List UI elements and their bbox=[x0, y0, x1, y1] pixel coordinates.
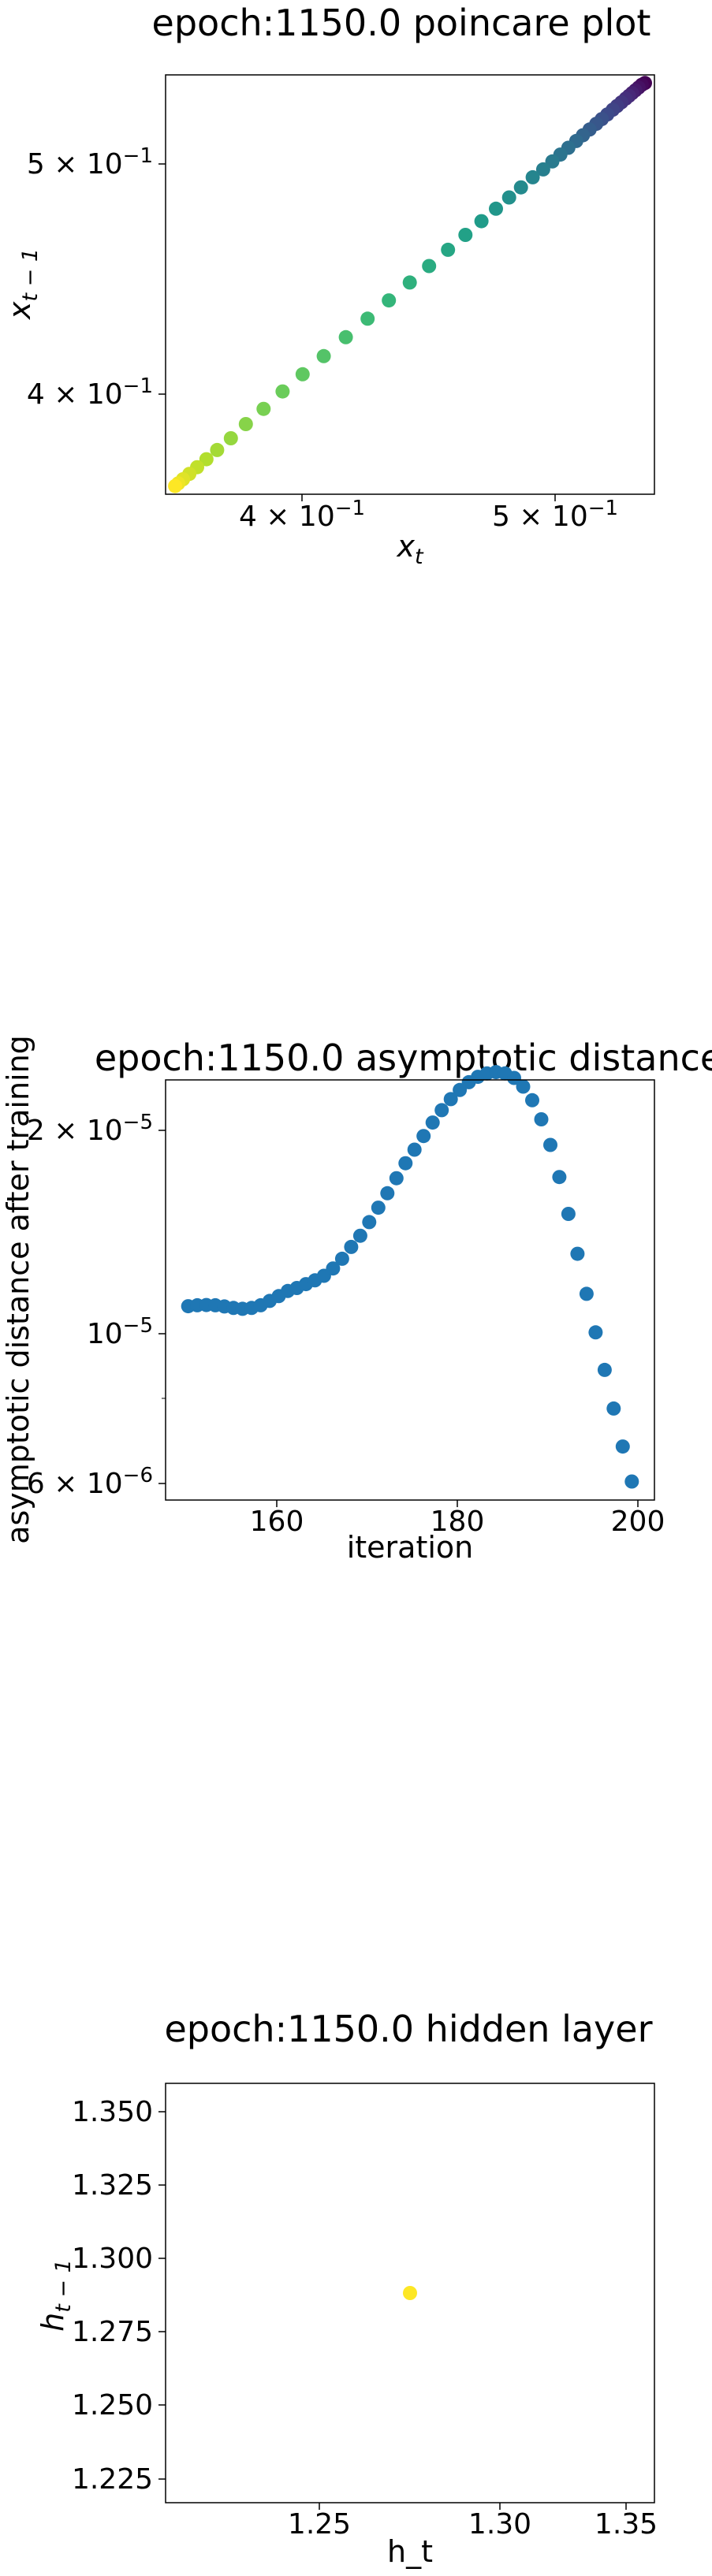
asymptotic-point bbox=[606, 1401, 621, 1416]
asymptotic-point bbox=[344, 1239, 359, 1254]
poincare-point bbox=[275, 384, 290, 399]
hidden-ytick-label: 1.275 bbox=[72, 2316, 153, 2348]
asymptotic-point bbox=[434, 1103, 449, 1118]
hidden-ytick-label: 1.350 bbox=[72, 2096, 153, 2128]
poincare-point bbox=[199, 452, 214, 467]
hidden-xtick-label: 1.35 bbox=[595, 2508, 658, 2541]
hidden-title: epoch:1150.0 hidden layer bbox=[165, 2008, 653, 2050]
asymptotic-plot-frame bbox=[165, 1079, 655, 1501]
poincare-xtick-label: 5 × 10−1 bbox=[492, 497, 618, 533]
hidden-points bbox=[403, 2286, 417, 2300]
asymptotic-point bbox=[525, 1093, 539, 1107]
poincare-ytick-label: 5 × 10−1 bbox=[27, 144, 153, 181]
asymptotic-point bbox=[398, 1156, 413, 1171]
asymptotic-point bbox=[552, 1170, 567, 1185]
asymptotic-point bbox=[389, 1171, 404, 1186]
poincare-chart: epoch:1150.0 poincare plot 4 × 10−1 5 × … bbox=[2, 2, 655, 569]
poincare-xtick-label: 4 × 10−1 bbox=[239, 497, 365, 533]
asymptotic-point bbox=[561, 1207, 576, 1221]
poincare-ylabel: xt − 1 bbox=[2, 248, 43, 320]
asymptotic-point bbox=[443, 1092, 458, 1107]
poincare-point bbox=[474, 214, 489, 229]
hidden-xtick-label: 1.25 bbox=[288, 2508, 351, 2541]
asymptotic-point bbox=[570, 1246, 585, 1261]
asymptotic-point bbox=[334, 1251, 349, 1266]
asymptotic-point bbox=[534, 1112, 549, 1126]
poincare-point bbox=[525, 169, 540, 184]
asymptotic-point bbox=[362, 1215, 377, 1230]
poincare-point bbox=[223, 431, 238, 445]
poincare-ytick-label: 4 × 10−1 bbox=[27, 374, 153, 411]
poincare-points bbox=[168, 76, 652, 493]
poincare-point bbox=[402, 275, 417, 290]
asym-xtick-label: 160 bbox=[250, 1506, 304, 1538]
poincare-plot-frame bbox=[165, 74, 655, 495]
poincare-title: epoch:1150.0 poincare plot bbox=[152, 2, 651, 44]
asymptotic-title: epoch:1150.0 asymptotic distance bbox=[95, 1037, 712, 1079]
hidden-xtick-label: 1.30 bbox=[468, 2508, 531, 2541]
poincare-point bbox=[535, 162, 550, 177]
poincare-point bbox=[501, 190, 516, 205]
hidden-ytick-label: 1.250 bbox=[72, 2389, 153, 2422]
asymptotic-points bbox=[181, 1065, 639, 1489]
hidden-ytick-label: 1.300 bbox=[72, 2243, 153, 2275]
hidden-ylabel: ht − 1 bbox=[35, 2259, 76, 2332]
asymptotic-point bbox=[371, 1201, 386, 1215]
asymptotic-ylabel: asymptotic distance after training bbox=[1, 1035, 35, 1544]
poincare-point bbox=[422, 259, 437, 274]
asym-ytick-label: 6 × 10−6 bbox=[27, 1464, 153, 1500]
asymptotic-point bbox=[416, 1129, 431, 1144]
poincare-point bbox=[489, 201, 503, 216]
poincare-point bbox=[210, 442, 225, 457]
poincare-point bbox=[382, 293, 397, 308]
asymptotic-point bbox=[425, 1115, 440, 1130]
asymptotic-point bbox=[588, 1325, 603, 1340]
asym-ytick-label: 10−5 bbox=[87, 1314, 153, 1350]
asym-ytick-label: 2 × 10−5 bbox=[27, 1111, 153, 1147]
hidden-ytick-label: 1.225 bbox=[72, 2463, 153, 2496]
asymptotic-point bbox=[352, 1228, 367, 1243]
asymptotic-point bbox=[624, 1474, 639, 1489]
asymptotic-point bbox=[597, 1362, 612, 1377]
hidden-xlabel: h_t bbox=[387, 2534, 433, 2569]
poincare-point bbox=[441, 242, 456, 257]
asymptotic-point bbox=[516, 1079, 531, 1094]
poincare-point bbox=[238, 417, 253, 431]
hidden-plot-frame bbox=[165, 2083, 655, 2503]
asym-xtick-label: 180 bbox=[431, 1506, 485, 1538]
asymptotic-point bbox=[507, 1070, 521, 1085]
poincare-point bbox=[545, 154, 560, 169]
asymptotic-point bbox=[326, 1261, 341, 1276]
poincare-point bbox=[168, 478, 183, 493]
asymptotic-xlabel: iteration bbox=[347, 1530, 474, 1565]
poincare-xlabel: xt bbox=[396, 529, 424, 569]
hidden-ytick-label: 1.325 bbox=[72, 2169, 153, 2202]
asymptotic-point bbox=[615, 1439, 630, 1454]
poincare-point bbox=[256, 401, 271, 416]
poincare-point bbox=[338, 329, 353, 344]
asymptotic-point bbox=[579, 1286, 594, 1301]
poincare-point bbox=[513, 180, 528, 195]
poincare-point bbox=[458, 228, 473, 242]
hidden-point bbox=[403, 2286, 417, 2300]
poincare-point bbox=[316, 348, 331, 363]
asymptotic-point bbox=[407, 1142, 422, 1157]
hidden-layer-chart: epoch:1150.0 hidden layer 1.25 1.30 1.35… bbox=[35, 2008, 658, 2569]
asymptotic-point bbox=[543, 1137, 557, 1152]
poincare-point bbox=[295, 367, 310, 382]
asymptotic-distance-chart: epoch:1150.0 asymptotic distance 160 180… bbox=[1, 1035, 712, 1565]
asymptotic-point bbox=[380, 1186, 395, 1201]
poincare-point bbox=[360, 311, 375, 326]
asym-xtick-label: 200 bbox=[611, 1506, 665, 1538]
